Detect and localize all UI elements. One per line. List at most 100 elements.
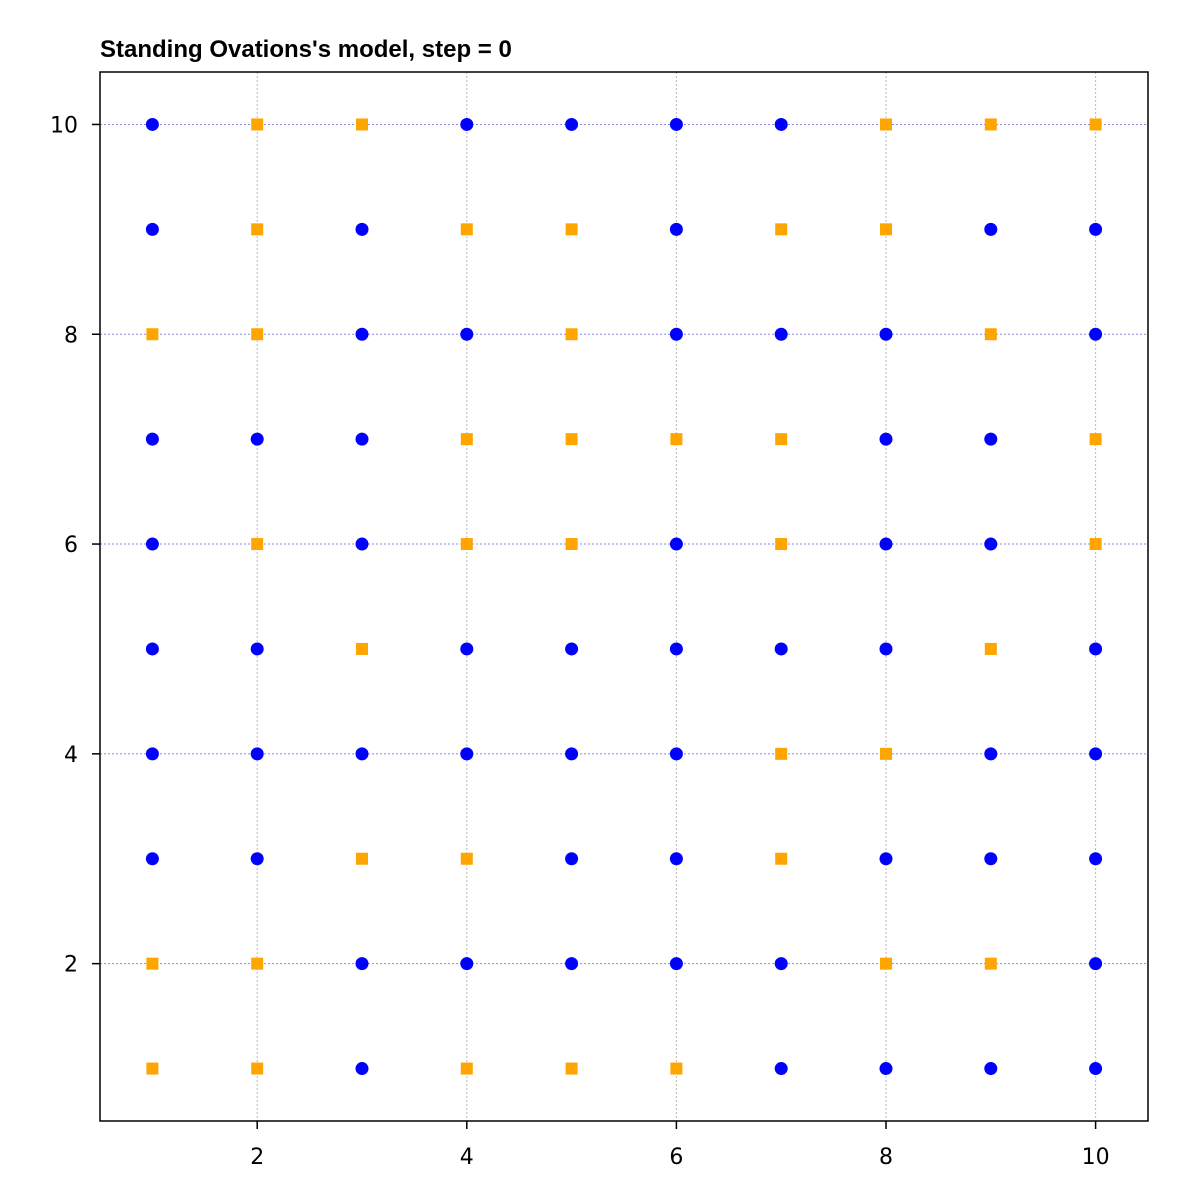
point-circle [460, 117, 474, 131]
point-square [984, 328, 997, 341]
point-circle [355, 537, 369, 551]
point-circle [984, 432, 998, 446]
point-circle [460, 327, 474, 341]
x-tick-label: 2 [250, 1145, 264, 1170]
point-circle [774, 327, 788, 341]
point-square [984, 642, 997, 655]
point-square [670, 1062, 683, 1075]
point-circle [250, 852, 264, 866]
point-circle [565, 747, 579, 761]
point-square [460, 852, 473, 865]
point-circle [774, 117, 788, 131]
point-circle [669, 957, 683, 971]
point-square [565, 223, 578, 236]
y-tick-label: 2 [64, 953, 78, 978]
point-square [146, 328, 159, 341]
point-circle [984, 537, 998, 551]
point-square [251, 1062, 264, 1075]
point-circle [669, 747, 683, 761]
point-circle [355, 747, 369, 761]
point-square [880, 747, 892, 760]
point-circle [145, 537, 159, 551]
point-circle [145, 642, 159, 656]
point-square [880, 957, 892, 970]
point-circle [460, 957, 474, 971]
point-square [565, 538, 578, 551]
point-circle [879, 642, 893, 656]
point-circle [565, 957, 579, 971]
x-tick-label: 8 [879, 1145, 893, 1170]
point-circle [1089, 1062, 1103, 1076]
point-circle [250, 432, 264, 446]
point-circle [669, 117, 683, 131]
point-square [565, 328, 578, 341]
point-circle [355, 327, 369, 341]
point-square [251, 957, 264, 970]
point-square [1089, 118, 1102, 131]
point-circle [460, 642, 474, 656]
x-tick-label: 4 [460, 1145, 474, 1170]
point-circle [669, 537, 683, 551]
point-circle [250, 642, 264, 656]
point-square [460, 1062, 473, 1075]
point-circle [1089, 747, 1103, 761]
point-circle [669, 327, 683, 341]
y-tick-label: 6 [64, 533, 78, 558]
point-circle [145, 117, 159, 131]
point-circle [984, 852, 998, 866]
point-circle [1089, 852, 1103, 866]
point-circle [774, 642, 788, 656]
point-circle [984, 222, 998, 236]
point-square [251, 223, 264, 236]
point-circle [460, 747, 474, 761]
point-circle [879, 327, 893, 341]
point-square [1089, 538, 1102, 551]
point-square [356, 852, 368, 865]
point-square [146, 957, 159, 970]
point-circle [879, 432, 893, 446]
point-circle [145, 222, 159, 236]
point-circle [355, 957, 369, 971]
point-square [251, 328, 264, 341]
point-circle [565, 852, 579, 866]
x-tick-label: 10 [1082, 1145, 1110, 1170]
plot-frame [99, 71, 1149, 1122]
point-square [984, 118, 997, 131]
point-square [565, 433, 578, 446]
point-circle [669, 642, 683, 656]
point-circle [250, 747, 264, 761]
point-circle [1089, 327, 1103, 341]
point-square [775, 747, 788, 760]
point-square [565, 1062, 578, 1075]
point-circle [669, 222, 683, 236]
point-square [356, 642, 368, 655]
point-square [775, 538, 788, 551]
point-circle [355, 1062, 369, 1076]
point-square [670, 433, 683, 446]
point-circle [774, 1062, 788, 1076]
point-circle [145, 852, 159, 866]
point-square [356, 118, 368, 131]
point-square [251, 118, 264, 131]
grid-lines [100, 72, 1148, 1121]
point-square [984, 957, 997, 970]
point-circle [984, 1062, 998, 1076]
x-tick-label: 6 [669, 1145, 683, 1170]
point-circle [1089, 957, 1103, 971]
y-tick-label: 8 [64, 323, 78, 348]
y-tick-label: 10 [50, 113, 78, 138]
point-square [880, 223, 892, 236]
axis-ticks: 2 4 6 8 10 2 4 6 8 10 [50, 113, 1110, 1170]
point-square [146, 1062, 159, 1075]
point-square [1089, 433, 1102, 446]
point-circle [565, 642, 579, 656]
point-square [251, 538, 264, 551]
y-tick-label: 4 [64, 743, 78, 768]
point-circle [669, 852, 683, 866]
point-square [880, 118, 892, 131]
point-square [775, 852, 788, 865]
point-circle [879, 852, 893, 866]
point-square [460, 223, 473, 236]
chart-title: Standing Ovations's model, step = 0 [100, 36, 512, 63]
